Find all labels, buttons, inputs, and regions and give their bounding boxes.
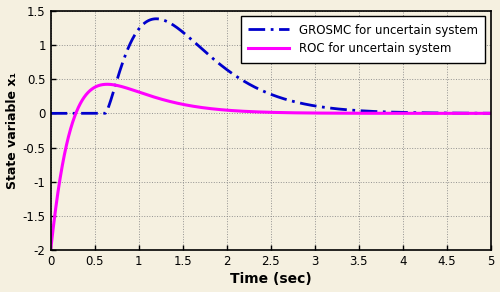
GROSMC for uncertain system [432,111,438,115]
Y-axis label: State variable x₁: State variable x₁ [6,72,18,189]
GROSMC for uncertain system [154,17,160,20]
GROSMC for uncertain system [488,112,494,115]
GROSMC for uncertain system [479,112,485,115]
ROC for uncertain system [488,112,494,115]
GROSMC for uncertain system [98,112,104,115]
GROSMC for uncertain system [216,62,222,66]
ROC for uncertain system [216,108,222,111]
ROC for uncertain system [432,112,438,115]
Line: ROC for uncertain system: ROC for uncertain system [50,84,491,251]
GROSMC for uncertain system [236,76,242,79]
ROC for uncertain system [48,249,54,252]
X-axis label: Time (sec): Time (sec) [230,272,312,286]
ROC for uncertain system [236,109,242,113]
GROSMC for uncertain system [48,112,54,115]
Line: GROSMC for uncertain system: GROSMC for uncertain system [50,19,491,113]
ROC for uncertain system [98,83,104,87]
ROC for uncertain system [104,83,110,86]
ROC for uncertain system [479,112,485,115]
ROC for uncertain system [124,86,130,90]
Legend: GROSMC for uncertain system, ROC for uncertain system: GROSMC for uncertain system, ROC for unc… [241,16,485,62]
GROSMC for uncertain system [124,49,130,53]
